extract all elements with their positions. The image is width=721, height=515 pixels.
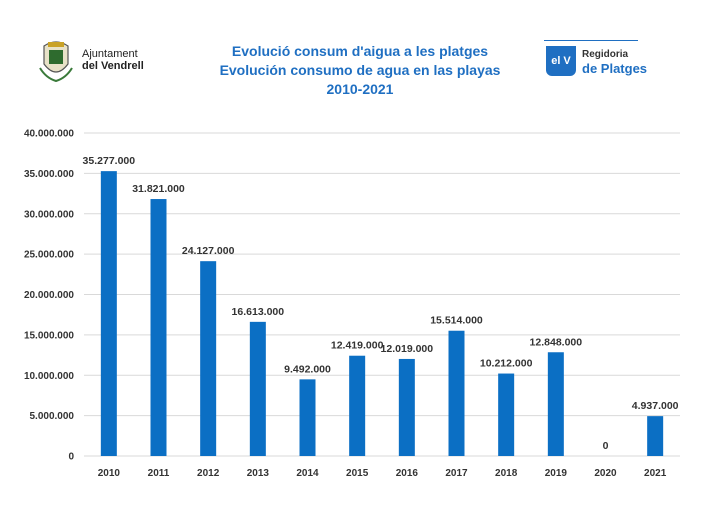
brand-line2: de Platges (582, 61, 648, 76)
data-label-2021: 4.937.000 (632, 400, 679, 412)
data-label-2014: 9.492.000 (284, 363, 331, 375)
x-tick-label-2010: 2010 (98, 468, 121, 479)
data-label-2011: 31.821.000 (132, 183, 185, 195)
x-tick-label-2020: 2020 (594, 468, 617, 479)
regidoria-logo: el V Regidoria de Platges (544, 40, 654, 80)
brand-line1: Regidoria (582, 49, 629, 60)
title-period: 2010-2021 (326, 81, 394, 97)
data-label-2020: 0 (603, 440, 609, 452)
data-label-2010: 35.277.000 (83, 155, 136, 167)
bar-2016 (398, 358, 415, 456)
y-tick-label: 35.000.000 (24, 169, 74, 180)
y-tick-label: 0 (68, 452, 74, 463)
bar-2019 (547, 352, 564, 456)
ajuntament-logo: Ajuntament del Vendrell (38, 38, 188, 86)
x-tick-label-2012: 2012 (197, 468, 220, 479)
bar-2017 (448, 330, 465, 456)
bar-2012 (200, 261, 217, 456)
bar-2011 (150, 199, 167, 457)
data-label-2019: 12.848.000 (530, 336, 583, 348)
data-label-2015: 12.419.000 (331, 340, 384, 352)
y-tick-label: 20.000.000 (24, 290, 74, 301)
x-tick-label-2014: 2014 (296, 468, 319, 479)
brand-badge: el V (546, 46, 576, 76)
coat-of-arms-icon (39, 41, 73, 82)
chart-title: Evolució consum d'aigua a les platges Ev… (180, 42, 540, 99)
y-tick-label: 30.000.000 (24, 209, 74, 220)
y-tick-label: 25.000.000 (24, 250, 74, 261)
x-tick-label-2017: 2017 (445, 468, 468, 479)
x-tick-label-2016: 2016 (396, 468, 419, 479)
x-tick-label-2018: 2018 (495, 468, 518, 479)
data-label-2017: 15.514.000 (430, 315, 483, 327)
title-catalan: Evolució consum d'aigua a les platges (231, 43, 489, 59)
y-tick-label: 40.000.000 (24, 129, 74, 140)
x-tick-label-2011: 2011 (148, 468, 170, 479)
y-tick-label: 5.000.000 (30, 411, 75, 422)
data-label-2012: 24.127.000 (182, 245, 235, 257)
x-tick-label-2019: 2019 (545, 468, 568, 479)
data-label-2018: 10.212.000 (480, 358, 533, 370)
org-name-line2: del Vendrell (82, 60, 144, 72)
logo-rule (544, 40, 638, 41)
y-tick-label: 15.000.000 (24, 330, 74, 341)
bar-2018 (498, 373, 515, 456)
bar-2014 (299, 379, 316, 456)
x-tick-label-2013: 2013 (247, 468, 270, 479)
y-tick-label: 10.000.000 (24, 371, 74, 382)
x-tick-label-2015: 2015 (346, 468, 369, 479)
title-spanish: Evolución consumo de agua en las playas (219, 62, 501, 78)
bar-2010 (100, 171, 117, 456)
data-label-2016: 12.019.000 (381, 343, 434, 355)
bar-2015 (349, 355, 366, 456)
data-label-2013: 16.613.000 (232, 306, 285, 318)
org-name-line1: Ajuntament (82, 48, 138, 60)
bar-2013 (249, 321, 266, 456)
x-tick-label-2021: 2021 (644, 468, 667, 479)
bar-2021 (647, 416, 664, 456)
